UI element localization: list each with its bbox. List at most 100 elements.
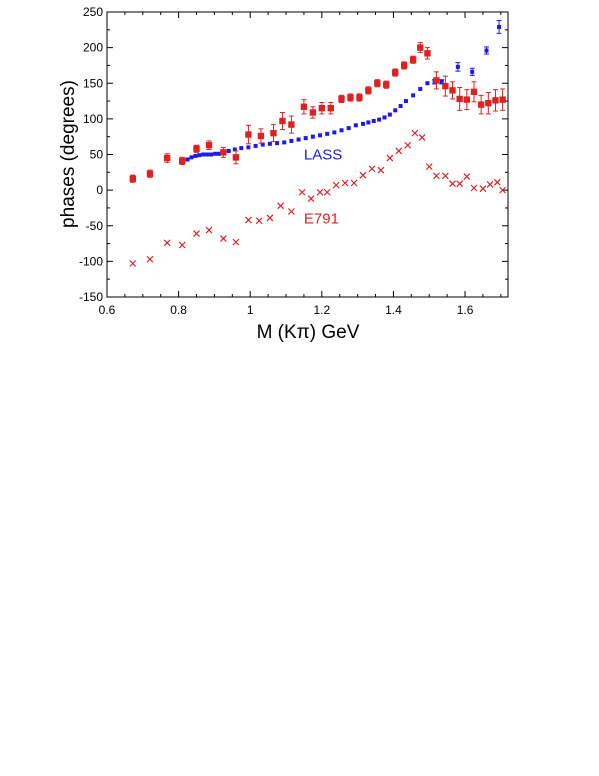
lass-dot-point [296,137,301,142]
lass-dot-point [232,147,237,152]
lass-dot-point [411,93,416,98]
e791-square-point [356,94,363,101]
e791-cross-point [323,188,331,196]
lass-dot-point [318,133,323,138]
lass-series-label: LASS [304,147,342,164]
y-tick-label: -100 [79,254,103,268]
lass-dot-point [201,152,206,157]
cross-stroke [193,230,200,238]
cross-stroke [418,133,426,141]
e791-cross-point [395,147,403,155]
lass-dot-point [205,152,210,157]
cross-stroke [205,226,213,234]
cross-stroke [129,260,137,267]
lass-dot-point [332,130,337,135]
e791-square-point [463,96,471,103]
e791-cross-point [163,239,171,247]
lass-dot-point [387,112,392,117]
x-tick-label: 1.4 [385,303,402,317]
lass-dot-point [382,115,387,120]
cross-stroke [479,185,487,193]
cross-stroke [368,165,376,173]
e791-cross-point [368,165,376,173]
e791-square-point [424,50,431,57]
lass-dot-point [226,148,231,153]
cross-stroke [449,180,456,188]
lass-dot-point [325,131,330,136]
lass-dot-point [346,126,351,131]
e791-cross-point [193,230,200,238]
lass-dot-point [377,117,382,122]
e791-square-point [433,77,440,84]
lass-dot-point [275,141,280,146]
e791-cross-point [287,208,295,215]
data-marks [129,20,507,267]
e791-cross-point [341,179,349,187]
e791-square-point [499,96,506,103]
lass-dot-point [217,151,222,156]
y-tick-label: 50 [90,148,104,162]
e791-cross-point [232,238,240,246]
y-tick-label: 0 [96,183,103,197]
e791-cross-point [425,163,433,171]
e791-cross-point [266,214,274,222]
e791-square-point [257,132,265,140]
x-tick-label: 0.8 [170,303,187,317]
cross-stroke [323,188,331,196]
e791-series-label: E791 [304,211,339,228]
e791-cross-point [386,154,394,162]
lass-dot-point [470,69,475,74]
x-tick-label: 1.6 [457,303,474,317]
cross-stroke [277,202,285,210]
e791-cross-point [146,255,154,263]
y-tick-label: 200 [83,41,103,55]
cross-stroke [350,179,358,187]
e791-cross-point [129,260,137,267]
y-tick-label: -50 [86,219,104,233]
y-tick-label: 250 [83,5,103,19]
cross-stroke [404,141,412,149]
lass-dot-point [371,119,376,124]
cross-stroke [163,239,171,247]
lass-dot-point [353,123,358,128]
e791-square-point [279,117,286,125]
cross-stroke [146,255,154,263]
e791-square-point [220,149,227,156]
e791-square-point [470,88,478,95]
e791-square-point [309,109,317,116]
lass-dot-point [366,120,371,125]
lass-dot-point [303,136,308,141]
e791-cross-point [493,178,501,186]
e791-cross-point [449,180,456,188]
e791-square-point [232,154,240,161]
e791-square-point [129,175,136,182]
lass-dot-point [360,121,365,126]
e791-square-point [146,170,154,177]
e791-square-point [338,95,345,103]
lass-dot-point [253,143,258,148]
cross-stroke [316,188,324,196]
cross-stroke [178,241,186,249]
e791-square-point [300,103,308,110]
e791-cross-point [307,195,315,203]
e791-square-point [347,94,354,101]
e791-cross-point [255,217,263,225]
cross-stroke [470,184,478,192]
e791-square-point [365,87,372,94]
e791-square-point [392,69,399,76]
lass-dot-point [213,151,218,156]
e791-cross-point [377,166,385,174]
e791-square-point [477,101,485,108]
e791-cross-point [244,216,252,224]
lass-dot-point [209,152,214,157]
cross-stroke [395,147,403,155]
cross-stroke [499,186,507,194]
e791-cross-point [219,235,227,242]
x-axis-title: M (Kπ) GeV [257,322,360,343]
cross-stroke [377,166,385,174]
cross-stroke [255,217,263,225]
lass-dot-point [193,153,198,158]
lass-dot-point [246,145,251,150]
e791-cross-point [411,129,419,137]
e791-cross-point [404,141,412,149]
